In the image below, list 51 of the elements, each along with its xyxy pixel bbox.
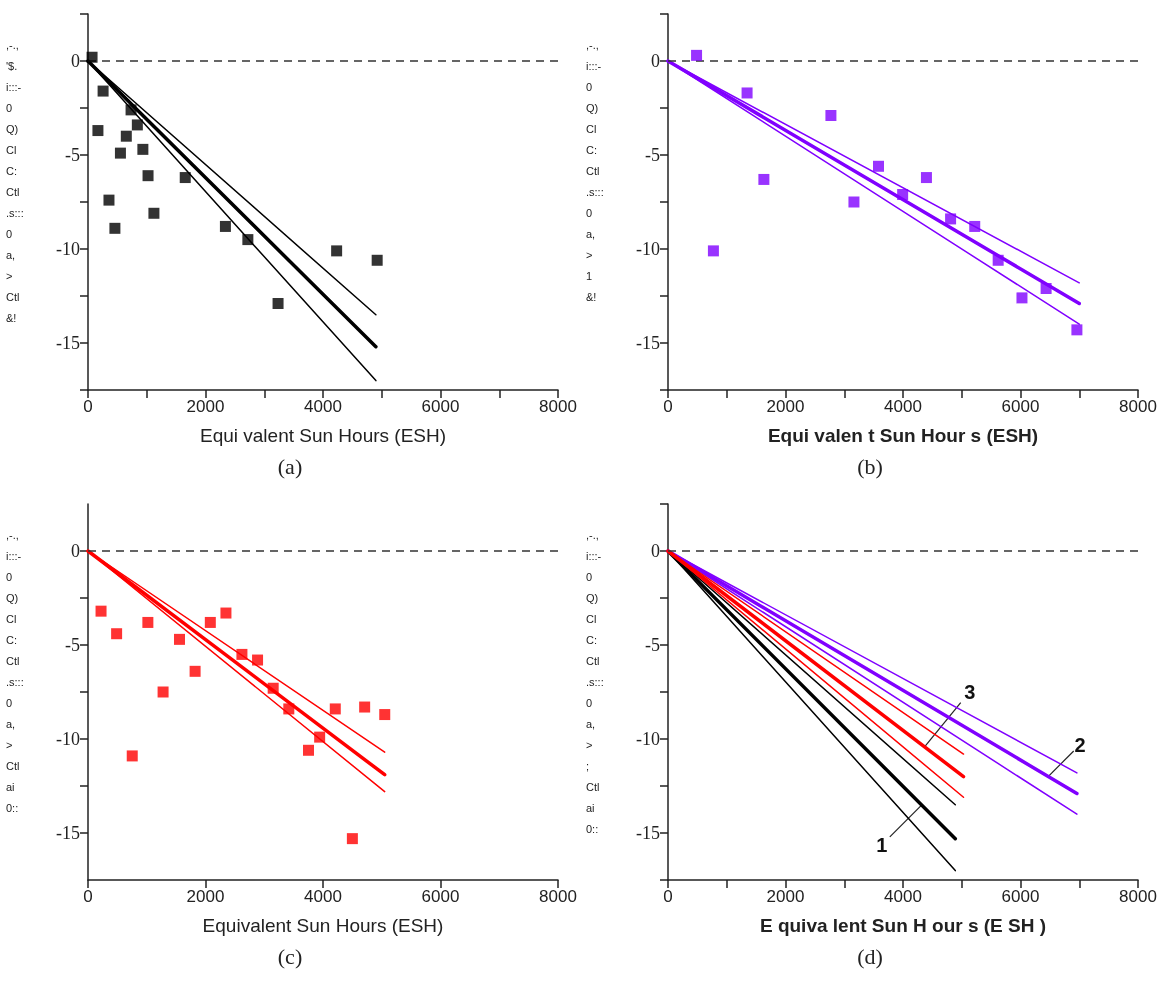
x-tick-label: 4000: [304, 397, 342, 416]
y-tick-label: 0: [71, 51, 80, 71]
x-tick-label: 0: [83, 887, 93, 906]
x-tick-label: 6000: [421, 397, 460, 416]
y-tick-label: -5: [65, 635, 80, 655]
y-tick-label: 0: [651, 541, 660, 561]
x-tick-label: 0: [83, 397, 93, 416]
annotation: 1: [876, 833, 888, 856]
x-axis-title: Equi valen t Sun Hour s (ESH): [767, 425, 1039, 446]
y-tick-label: -15: [636, 333, 660, 353]
y-tick-label: -10: [636, 729, 660, 749]
y-tick-label: -5: [645, 635, 660, 655]
annotation: 3: [964, 680, 976, 703]
x-tick-label: 6000: [1001, 887, 1040, 906]
x-tick-label: 6000: [421, 887, 460, 906]
x-tick-label: 2000: [186, 887, 225, 906]
text: (d): [857, 943, 883, 969]
y-tick-label: -5: [65, 145, 80, 165]
x-axis-title: Equi valent Sun Hours (ESH): [199, 425, 447, 446]
x-tick-label: 4000: [304, 887, 342, 906]
y-tick-label: -10: [56, 239, 80, 259]
annotation: 2: [1074, 733, 1086, 756]
x-tick-label: 2000: [766, 887, 805, 906]
x-tick-label: 2000: [186, 397, 225, 416]
y-tick-label: 0: [651, 51, 660, 71]
y-tick-label: -10: [636, 239, 660, 259]
x-tick-label: 6000: [1001, 397, 1040, 416]
x-tick-label: 2000: [766, 397, 805, 416]
x-tick-label: 8000: [1119, 887, 1157, 906]
text: (c): [277, 943, 303, 969]
text: (a): [277, 453, 303, 479]
x-tick-label: 8000: [539, 887, 577, 906]
x-tick-label: 4000: [884, 887, 922, 906]
y-tick-label: -10: [56, 729, 80, 749]
text: ,-., i:::- 0 Q) Cl C: Ctl .s::: 0 a, > Ctl ai 0::: [6, 528, 24, 814]
text: ,-., i:::- 0 Q) Cl C: Ctl .s::: 0 a, > 1 &!: [586, 38, 604, 303]
y-tick-label: -5: [645, 145, 660, 165]
y-tick-label: -15: [56, 823, 80, 843]
y-tick-label: 0: [71, 541, 80, 561]
x-axis-title: Equivalent Sun Hours (ESH): [202, 915, 444, 936]
x-tick-label: 8000: [539, 397, 577, 416]
x-axis-title: E quiva lent Sun H our s (E SH ): [759, 915, 1047, 936]
x-tick-label: 4000: [884, 397, 922, 416]
x-tick-label: 0: [663, 397, 673, 416]
text: (b): [857, 453, 883, 479]
text: ,-., '$. i:::- 0 Q) Cl C: Ctl .s::: 0 a, > Ctl &!: [6, 38, 24, 324]
x-tick-label: 8000: [1119, 397, 1157, 416]
text: ,-., i:::- 0 Q) Cl C: Ctl .s::: 0 a, > ; Ctl ai 0::: [586, 528, 604, 835]
x-tick-label: 0: [663, 887, 673, 906]
y-tick-label: -15: [56, 333, 80, 353]
y-tick-label: -15: [636, 823, 660, 843]
